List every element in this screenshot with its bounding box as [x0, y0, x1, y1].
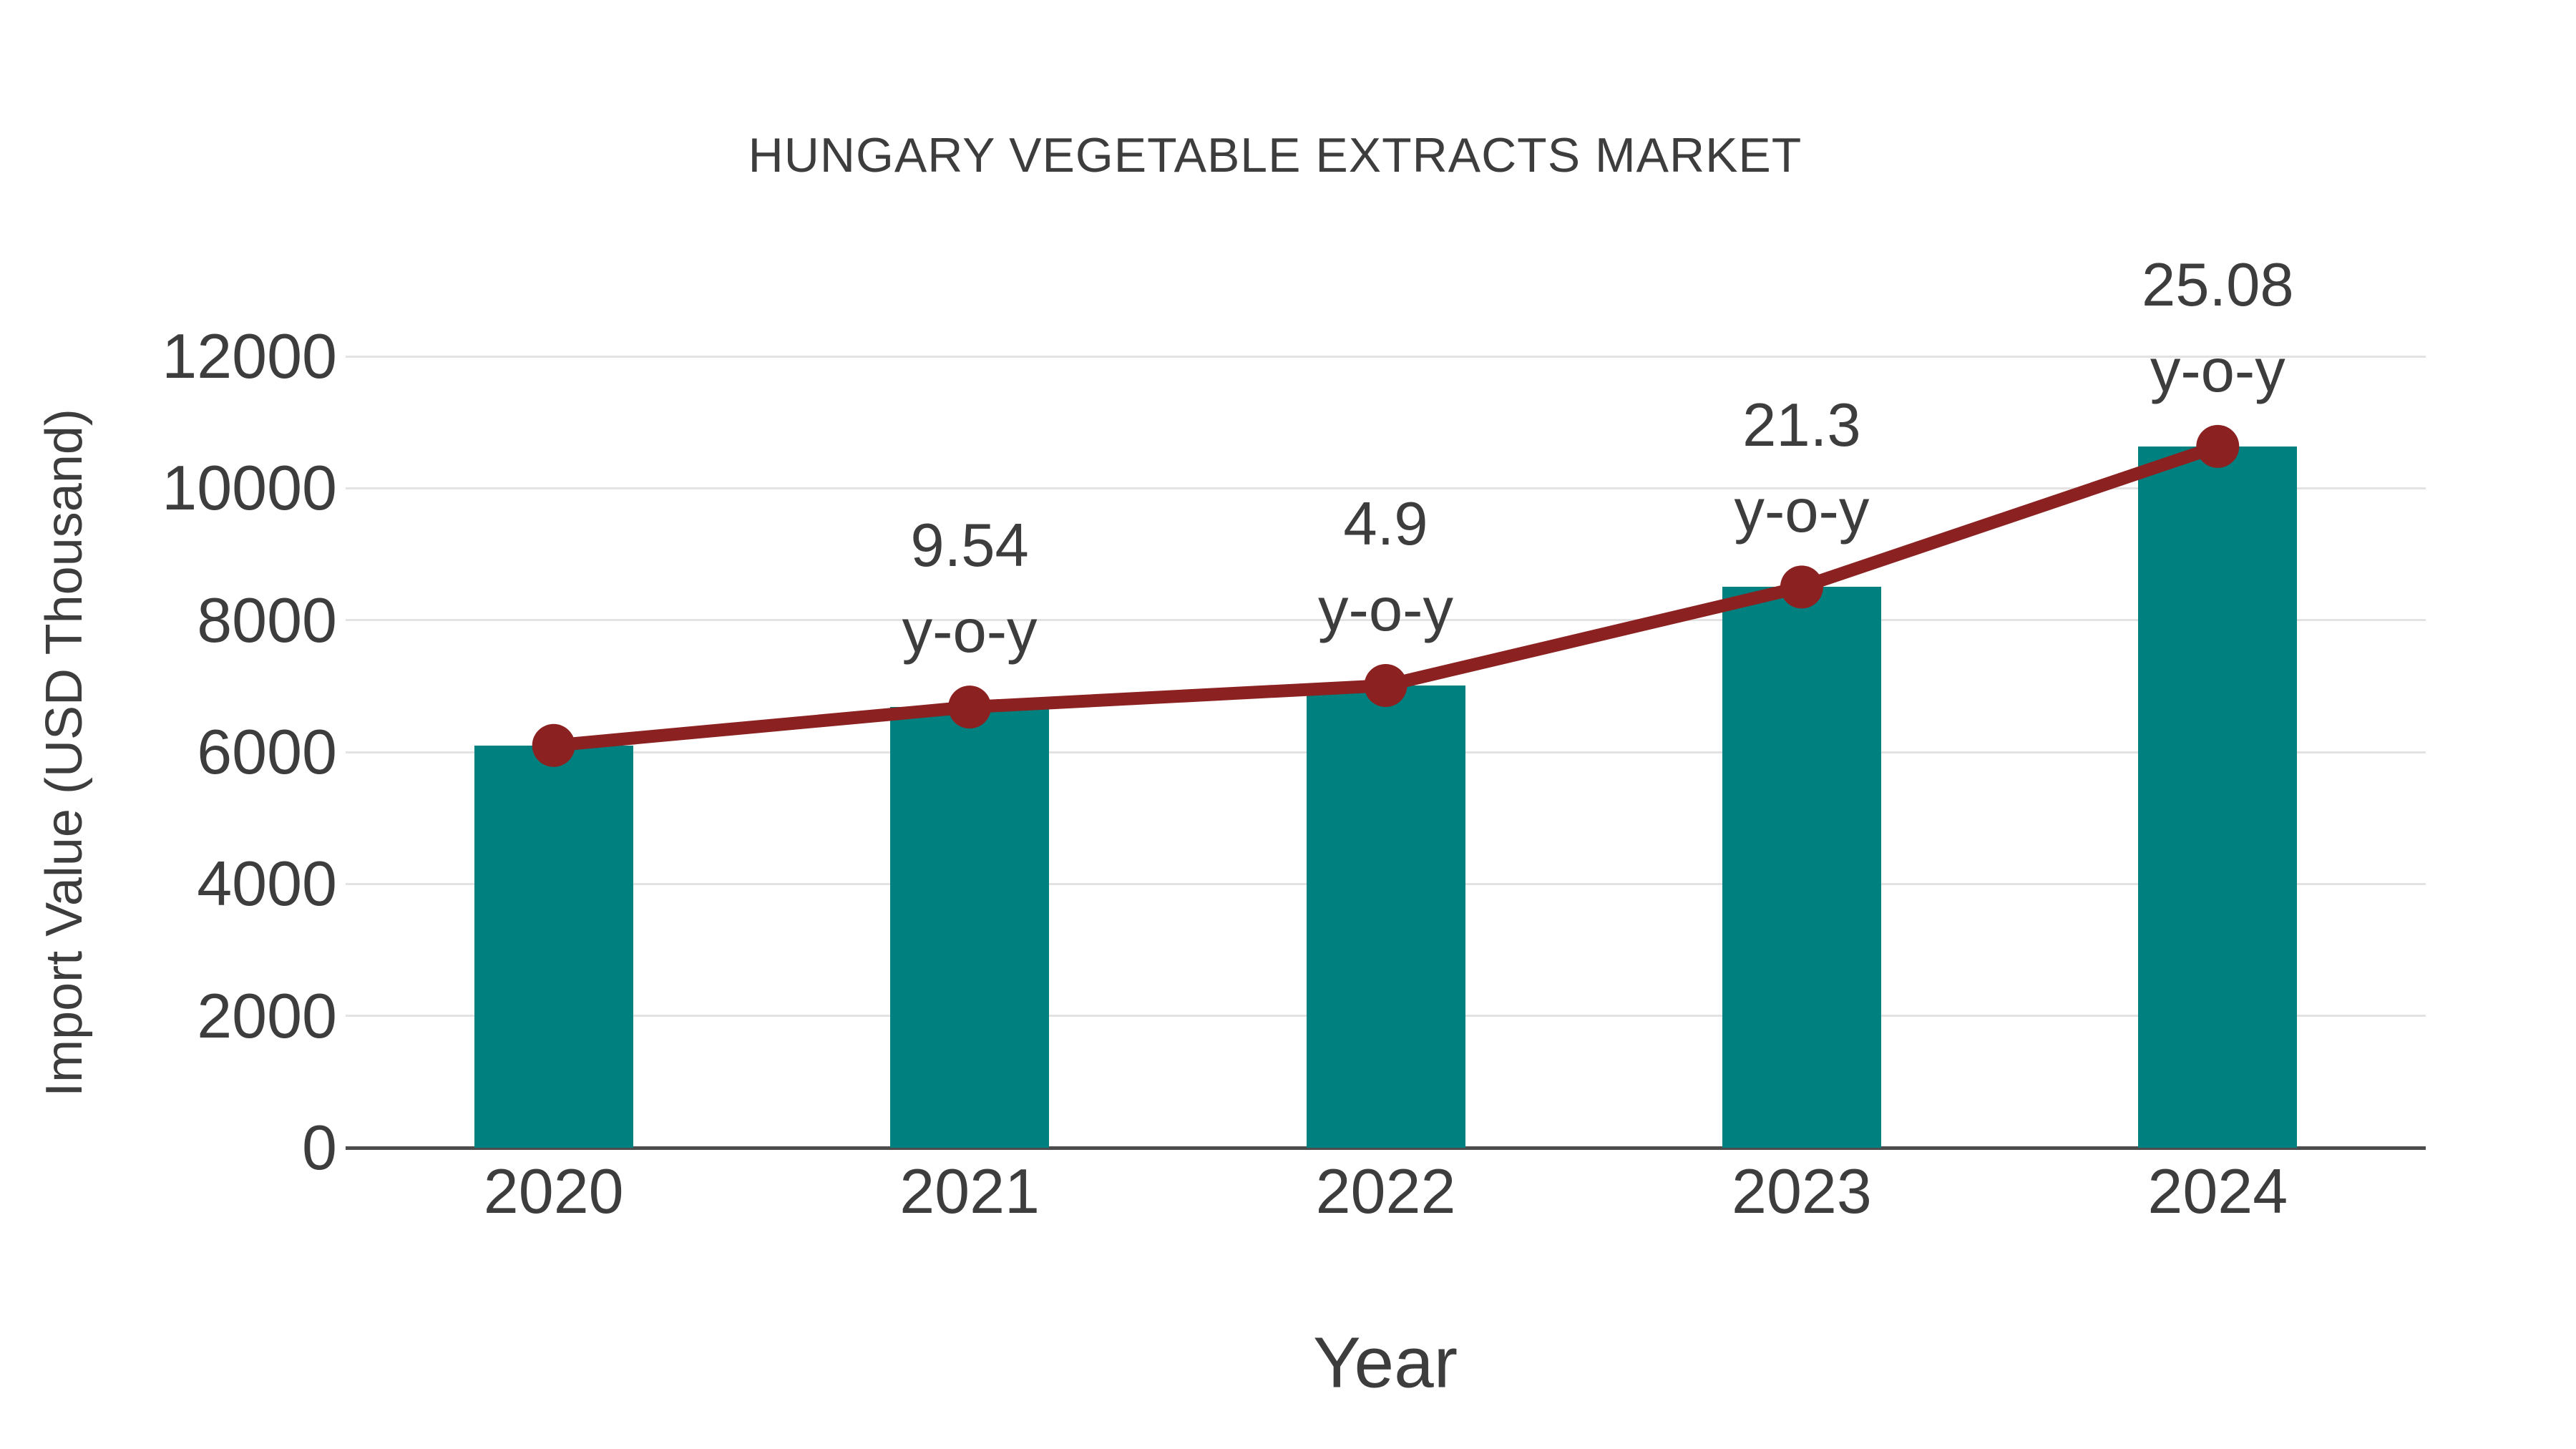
- yoy-value: 4.9: [1343, 490, 1428, 558]
- y-tick-label: 0: [302, 1112, 337, 1183]
- y-tick-label: 2000: [197, 980, 337, 1051]
- y-tick-label: 6000: [197, 716, 337, 787]
- yoy-suffix: y-o-y: [1734, 477, 1870, 546]
- y-tick-label: 8000: [197, 584, 337, 655]
- bar-2024: [2138, 446, 2298, 1148]
- yoy-value: 9.54: [910, 512, 1029, 580]
- bar-2020: [474, 745, 633, 1148]
- x-tick-label: 2024: [2147, 1156, 2288, 1226]
- y-tick-label: 10000: [162, 452, 337, 524]
- yoy-value: 25.08: [2141, 250, 2294, 319]
- x-axis-line: [346, 1146, 2426, 1150]
- x-tick-label: 2020: [483, 1156, 624, 1226]
- yoy-value: 21.3: [1742, 391, 1861, 460]
- bar-2023: [1722, 587, 1881, 1148]
- y-tick-label: 12000: [162, 321, 337, 391]
- x-tick-label: 2022: [1315, 1156, 1456, 1226]
- bar-2022: [1306, 686, 1465, 1148]
- yoy-annotation-2021: 9.54 y-o-y: [902, 503, 1038, 675]
- yoy-suffix: y-o-y: [1318, 576, 1453, 644]
- x-tick-label: 2021: [899, 1156, 1040, 1226]
- bar-2021: [890, 707, 1050, 1148]
- yoy-suffix: y-o-y: [2150, 336, 2285, 405]
- yoy-annotation-2023: 21.3 y-o-y: [1734, 383, 1869, 555]
- y-tick-label: 4000: [197, 848, 337, 919]
- x-axis-title: Year: [1312, 1322, 1458, 1403]
- yoy-suffix: y-o-y: [902, 597, 1038, 666]
- x-tick-label: 2023: [1732, 1156, 1872, 1226]
- yoy-annotation-2024: 25.08 y-o-y: [2142, 243, 2294, 414]
- chart-title: HUNGARY VEGETABLE EXTRACTS MARKET: [748, 128, 1802, 182]
- gridline: [346, 355, 2426, 358]
- yoy-annotation-2022: 4.9 y-o-y: [1318, 482, 1453, 653]
